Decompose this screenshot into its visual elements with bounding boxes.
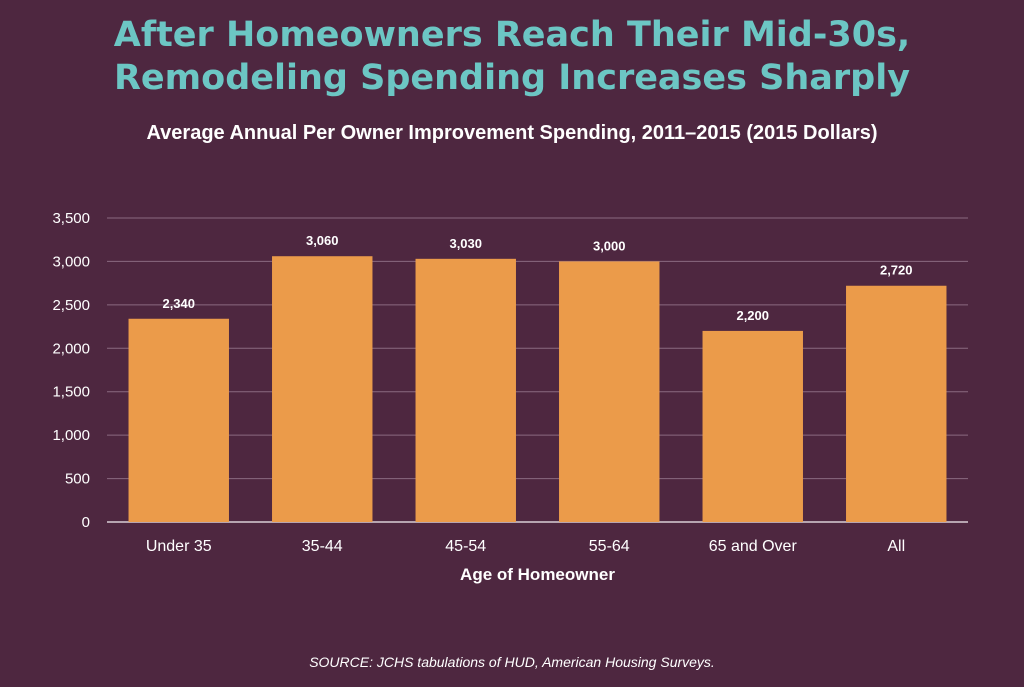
x-tick-label: 55-64	[589, 538, 630, 555]
y-tick-label: 3,000	[52, 253, 90, 270]
x-tick-label: 35-44	[302, 538, 343, 555]
bar-value-label: 2,200	[736, 308, 769, 323]
bar-chart: 0 500 1,000 1,500 2,000 2,500 3,000 3,500 2,340 U…	[52, 210, 968, 584]
y-tick-label: 500	[65, 471, 90, 488]
x-tick-label: Under 35	[146, 538, 212, 555]
x-tick-label: All	[887, 538, 905, 555]
x-axis-title: Age of Homeowner	[460, 565, 615, 584]
bar	[272, 256, 373, 522]
bar	[846, 285, 947, 522]
bar	[128, 318, 229, 522]
y-tick-label: 1,000	[52, 427, 90, 444]
chart-title-line-2: Remodeling Spending Increases Sharply	[113, 57, 911, 98]
y-tick-label: 3,500	[52, 210, 90, 227]
bar-value-label: 3,030	[449, 236, 482, 251]
y-tick-label: 1,500	[52, 384, 90, 401]
x-tick-label: 45-54	[445, 538, 486, 555]
x-tick-label: 65 and Over	[709, 538, 798, 555]
bar	[415, 258, 516, 522]
y-tick-label: 0	[82, 514, 90, 531]
chart-subtitle: Average Annual Per Owner Improvement Spe…	[146, 122, 878, 144]
source-note: SOURCE: JCHS tabulations of HUD, America…	[309, 654, 715, 670]
bar-value-label: 2,340	[162, 296, 195, 311]
bar	[702, 330, 803, 522]
bar-value-label: 2,720	[880, 263, 913, 278]
y-tick-label: 2,500	[52, 297, 90, 314]
bar	[559, 261, 660, 522]
y-tick-label: 2,000	[52, 340, 90, 357]
chart-title-line-1: After Homeowners Reach Their Mid-30s,	[113, 15, 911, 55]
chart-title: After Homeowners Reach Their Mid-30s, Re…	[0, 14, 1024, 99]
bar-value-label: 3,060	[306, 233, 339, 248]
bar-value-label: 3,000	[593, 238, 626, 253]
